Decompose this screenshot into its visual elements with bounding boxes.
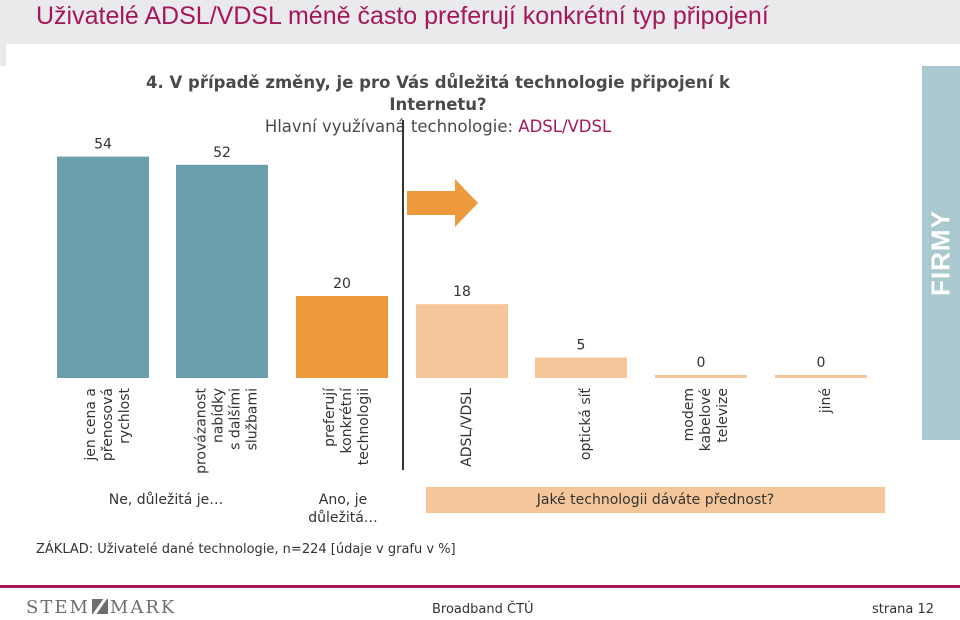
category-label-line: preferují <box>322 387 338 447</box>
base-note: ZÁKLAD: Uživatelé dané technologie, n=22… <box>36 542 456 557</box>
segment-label: FIRMY <box>925 210 956 296</box>
data-label-6: 0 <box>817 355 826 371</box>
question-text: 4. V případě změny, je pro Vás důležitá … <box>146 73 730 114</box>
logo-mark-icon <box>91 599 108 614</box>
page-number: strana 12 <box>872 602 935 617</box>
bar-0 <box>57 156 149 378</box>
category-label-line: s dalšími <box>228 388 244 450</box>
data-label-2: 20 <box>333 276 351 292</box>
footer-divider <box>0 585 960 588</box>
data-label-3: 18 <box>453 284 471 300</box>
category-label-3: ADSL/VDSL <box>459 388 475 467</box>
data-label-4: 5 <box>577 338 586 354</box>
bar-6 <box>775 375 867 378</box>
group-label-yes: Ano, je důležitá… <box>308 492 378 526</box>
category-label-line: nabídky <box>211 388 227 443</box>
footer-project: Broadband ČTÚ <box>432 602 534 617</box>
subtitle-technology: ADSL/VDSL <box>518 117 612 136</box>
page-title: Uživatelé ADSL/VDSL méně často preferují… <box>36 2 769 30</box>
category-label-line: technologii <box>356 388 372 465</box>
bar-1 <box>176 164 268 378</box>
category-label-line: provázanost <box>194 387 210 473</box>
group-label-which: Jaké technologii dáváte přednost? <box>426 487 885 513</box>
svg-text:provázanostnabídkys dalšímislu: provázanostnabídkys dalšímislužbami <box>194 387 261 473</box>
survey-question: 4. V případě změny, je pro Vás důležitá … <box>118 72 758 138</box>
svg-text:jiné: jiné <box>818 388 834 414</box>
category-label-6: jiné <box>818 388 834 414</box>
stemmark-logo: STEM MARK <box>26 597 176 618</box>
category-label-4: optická síť <box>578 387 594 460</box>
category-label-line: ADSL/VDSL <box>459 388 475 467</box>
data-label-0: 54 <box>94 137 112 153</box>
category-label-line: konkrétní <box>339 387 355 454</box>
category-label-line: službami <box>245 388 261 450</box>
category-label-2: preferujíkonkrétnítechnologii <box>322 387 372 465</box>
category-label-line: jen cena a <box>83 388 99 462</box>
category-label-5: modemkabelovételevize <box>681 388 731 451</box>
question-subtitle: Hlavní využívaná technologie: ADSL/VDSL <box>118 116 758 138</box>
logo-text-left: STEM <box>26 597 90 618</box>
arrow-shaft <box>407 191 455 215</box>
category-label-line: přenosová <box>100 388 116 461</box>
bar-3 <box>416 304 508 378</box>
bar-2 <box>296 296 388 378</box>
bar-5 <box>655 375 747 378</box>
logo-text-right: MARK <box>109 597 177 618</box>
title-underlay <box>6 44 960 66</box>
category-label-0: jen cena apřenosovárychlost <box>83 387 133 461</box>
data-label-5: 0 <box>697 355 706 371</box>
bar-chart: 54 jen cena apřenosovárychlost 52 provázano… <box>57 120 867 474</box>
svg-text:ADSL/VDSL: ADSL/VDSL <box>459 388 475 467</box>
category-label-line: kabelové <box>698 388 714 451</box>
svg-text:modemkabelovételevize: modemkabelovételevize <box>681 388 731 451</box>
svg-text:preferujíkonkrétnítechnologii: preferujíkonkrétnítechnologii <box>322 387 372 465</box>
group-label-no: Ne, důležitá je… <box>108 492 224 508</box>
subtitle-prefix: Hlavní využívaná technologie: <box>264 117 519 136</box>
category-label-line: modem <box>681 388 697 441</box>
svg-text:jen cena apřenosovárychlost: jen cena apřenosovárychlost <box>83 387 133 461</box>
category-label-line: jiné <box>818 388 834 414</box>
category-label-line: optická síť <box>578 387 594 460</box>
category-label-line: rychlost <box>117 387 133 443</box>
segment-side-panel <box>922 66 960 440</box>
category-label-line: televize <box>715 388 731 443</box>
bar-4 <box>535 357 627 378</box>
arrow-head-icon <box>455 179 478 227</box>
svg-text:optická síť: optická síť <box>578 387 594 460</box>
data-label-1: 52 <box>213 145 231 161</box>
category-label-1: provázanostnabídkys dalšímislužbami <box>194 387 261 473</box>
